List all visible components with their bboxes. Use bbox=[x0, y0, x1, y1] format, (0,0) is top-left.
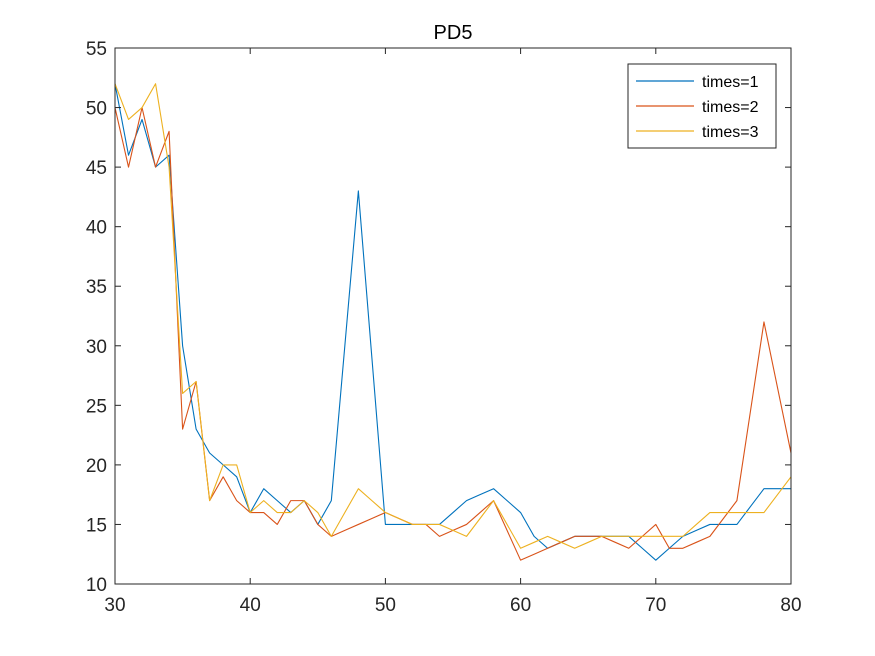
series-line-3 bbox=[115, 83, 791, 549]
y-tick-label: 50 bbox=[86, 99, 107, 120]
x-tick-label: 70 bbox=[645, 595, 666, 616]
x-tick-label: 80 bbox=[780, 595, 801, 616]
x-tick-label: 30 bbox=[104, 595, 125, 616]
legend-label: times=2 bbox=[702, 99, 759, 116]
legend[interactable]: times=1 times=2 times=3 bbox=[627, 63, 777, 149]
y-tick-label: 15 bbox=[86, 515, 107, 536]
series-line-1 bbox=[115, 83, 791, 561]
y-tick-label: 45 bbox=[86, 158, 107, 179]
legend-label: times=3 bbox=[702, 124, 759, 141]
chart-title: PD5 bbox=[434, 22, 473, 44]
y-tick-label: 35 bbox=[86, 277, 107, 298]
y-tick-label: 20 bbox=[86, 456, 107, 477]
x-tick-label: 60 bbox=[510, 595, 531, 616]
y-tick-label: 25 bbox=[86, 396, 107, 417]
y-tick-label: 30 bbox=[86, 337, 107, 358]
y-tick-label: 40 bbox=[86, 218, 107, 239]
axes-layer: 30 40 50 60 70 80 10 15 20 25 30 35 40 45 50 55 bbox=[86, 39, 802, 616]
y-tick-label: 10 bbox=[86, 575, 107, 596]
series-layer bbox=[115, 83, 791, 561]
axes-box bbox=[114, 47, 792, 585]
x-tick-label: 40 bbox=[240, 595, 261, 616]
x-tick-label: 50 bbox=[375, 595, 396, 616]
y-tick-label: 55 bbox=[86, 39, 107, 60]
legend-label: times=1 bbox=[702, 74, 759, 91]
